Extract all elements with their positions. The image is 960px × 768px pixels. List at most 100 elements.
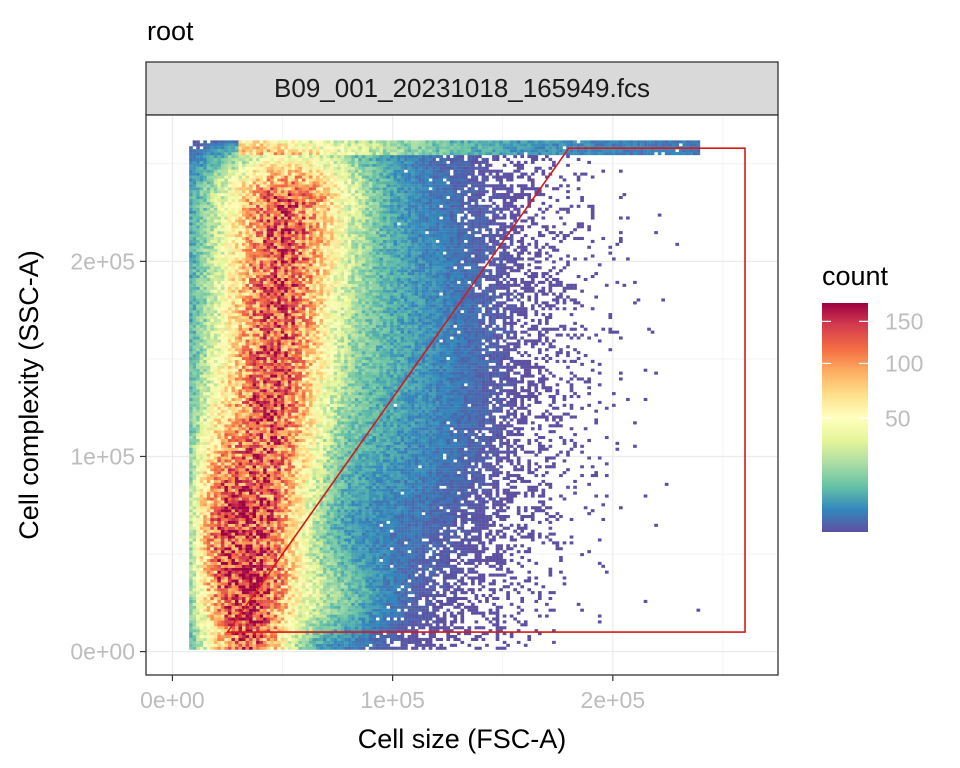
density-bin [231,482,236,486]
density-bin [206,635,211,639]
density-bin [227,157,232,162]
density-bin [213,632,218,636]
density-bin [245,181,250,185]
density-bin [252,400,257,404]
density-bin [213,561,218,565]
density-bin [259,441,264,445]
density-bin [277,459,281,463]
density-bin [266,383,271,387]
density-bin [224,538,229,542]
density-bin [227,538,232,542]
density-bin [210,195,214,200]
density-bin [213,149,218,153]
density-bin [252,596,257,601]
density-bin [238,558,243,562]
density-bin [242,359,246,363]
density-bin [270,310,274,314]
density-bin [234,269,239,273]
density-bin [245,629,250,633]
density-bin [259,152,264,156]
density-bin [263,201,267,205]
density-bin [242,263,246,267]
density-bin [196,277,200,282]
density-bin [192,143,197,147]
density-bin [238,447,243,451]
density-bin [210,547,214,551]
density-bin [231,166,236,170]
density-bin [252,588,257,592]
density-bin [270,550,274,554]
density-bin [227,588,232,592]
density-bin [231,307,236,311]
density-bin [280,406,285,410]
density-bin [189,403,193,407]
density-bin [277,517,281,522]
density-bin [280,491,285,495]
density-bin [234,225,239,229]
density-bin [284,216,288,220]
density-bin [238,427,243,431]
density-bin [238,248,243,252]
density-bin [217,640,222,644]
density-bin [245,412,250,416]
density-bin [252,585,257,589]
density-bin [249,187,253,191]
density-bin [284,292,288,296]
density-bin [227,175,232,179]
density-bin [203,637,207,642]
density-bin [266,327,271,331]
density-bin [220,392,225,396]
density-bin [263,272,267,276]
density-bin [287,395,292,399]
density-bin [266,228,271,232]
density-bin [252,207,257,211]
density-bin [270,190,274,194]
density-bin [224,544,229,548]
density-bin [231,333,236,337]
density-bin [245,345,250,349]
density-bin [245,450,250,454]
density-bin [266,424,271,428]
density-bin [227,190,232,194]
density-bin [231,506,236,510]
density-bin [287,591,292,595]
density-bin [192,295,197,299]
density-bin [217,359,222,363]
density-bin [234,623,239,627]
density-bin [189,187,193,191]
density-bin [220,368,225,372]
density-bin [256,544,260,548]
density-bin [245,611,250,615]
density-bin [196,283,200,287]
density-bin [242,377,246,381]
density-bin [259,406,264,410]
density-bin [259,371,264,375]
density-bin [252,579,257,583]
density-bin [284,620,288,624]
density-bin [199,234,204,238]
density-bin [277,175,281,179]
density-bin [203,497,207,501]
density-bin [273,190,278,194]
density-bin [252,456,257,460]
density-bin [220,626,225,630]
density-bin [234,190,239,194]
density-bin [273,643,278,647]
density-bin [280,269,285,273]
density-bin [203,438,207,442]
density-bin [280,368,285,372]
density-bin [206,605,211,609]
density-bin [224,146,229,150]
density-bin [227,447,232,451]
density-bin [242,488,246,492]
density-bin [196,260,200,264]
density-bin [270,596,274,601]
density-bin [231,216,236,220]
density-bin [220,635,225,639]
density-bin [263,304,267,308]
density-bin [210,263,214,267]
density-bin [242,169,246,173]
density-bin [242,503,246,507]
density-bin [245,395,250,399]
density-bin [224,447,229,451]
